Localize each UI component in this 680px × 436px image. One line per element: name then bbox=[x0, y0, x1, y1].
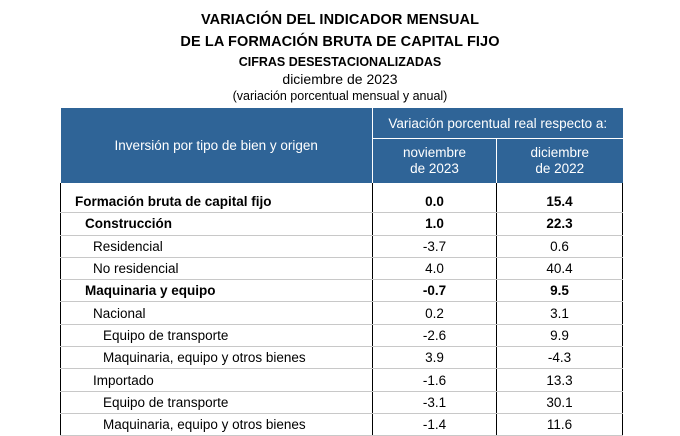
group-header: Variación porcentual real respecto a: bbox=[372, 108, 623, 139]
row-header: Inversión por tipo de bien y origen bbox=[60, 108, 373, 183]
value-prev-month: -2.6 bbox=[372, 324, 497, 348]
col-header-prev-year: diciembre de 2022 bbox=[496, 138, 623, 183]
subtitle: CIFRAS DESESTACIONALIZADAS bbox=[238, 55, 442, 69]
row-label: Maquinaria, equipo y otros bienes bbox=[60, 413, 373, 436]
row-label: Maquinaria, equipo y otros bienes bbox=[60, 346, 373, 370]
row-label: Nacional bbox=[60, 301, 373, 325]
table-row: Maquinaria, equipo y otros bienes 3.9 -4.3 bbox=[60, 346, 623, 370]
units-note: (variación porcentual mensual y anual) bbox=[232, 89, 448, 103]
value-prev-year: 40.4 bbox=[496, 257, 623, 281]
row-label: Equipo de transporte bbox=[60, 324, 373, 348]
value-prev-month: -3.7 bbox=[372, 235, 497, 258]
value-prev-month: 1.0 bbox=[372, 212, 497, 236]
period: diciembre de 2023 bbox=[282, 71, 398, 87]
value-prev-year: 11.6 bbox=[496, 413, 623, 436]
value-prev-year: 30.1 bbox=[496, 391, 623, 414]
row-label: Formación bruta de capital fijo bbox=[60, 191, 373, 214]
table-row: Residencial -3.7 0.6 bbox=[60, 235, 623, 258]
value-prev-month: -1.4 bbox=[372, 413, 497, 436]
row-label: Residencial bbox=[60, 235, 373, 258]
table-row: Formación bruta de capital fijo 0.0 15.4 bbox=[60, 191, 623, 214]
value-prev-year: 3.1 bbox=[496, 301, 623, 325]
value-prev-year: 9.9 bbox=[496, 324, 623, 348]
table-row: No residencial 4.0 40.4 bbox=[60, 257, 623, 281]
value-prev-year: 9.5 bbox=[496, 279, 623, 303]
data-table: Inversión por tipo de bien y origen Vari… bbox=[60, 108, 623, 436]
table-row: Equipo de transporte -3.1 30.1 bbox=[60, 391, 623, 414]
value-prev-month: 0.2 bbox=[372, 301, 497, 325]
value-prev-year: 0.6 bbox=[496, 235, 623, 258]
value-prev-month: 0.0 bbox=[372, 191, 497, 214]
row-label: Maquinaria y equipo bbox=[60, 279, 373, 303]
value-prev-year: 22.3 bbox=[496, 212, 623, 236]
table-row: Maquinaria, equipo y otros bienes -1.4 11.… bbox=[60, 413, 623, 436]
table-row: Importado -1.6 13.3 bbox=[60, 368, 623, 392]
title-line-2: DE LA FORMACIÓN BRUTA DE CAPITAL FIJO bbox=[180, 34, 500, 50]
col-header-prev-month: noviembre de 2023 bbox=[372, 138, 497, 183]
row-label: Construcción bbox=[60, 212, 373, 236]
value-prev-month: -0.7 bbox=[372, 279, 497, 303]
value-prev-month: -3.1 bbox=[372, 391, 497, 414]
row-label: No residencial bbox=[60, 257, 373, 281]
title-line-1: VARIACIÓN DEL INDICADOR MENSUAL bbox=[200, 12, 480, 28]
value-prev-year: 13.3 bbox=[496, 368, 623, 392]
row-label: Equipo de transporte bbox=[60, 391, 373, 414]
value-prev-month: 4.0 bbox=[372, 257, 497, 281]
row-label: Importado bbox=[60, 368, 373, 392]
table-row: Construcción 1.0 22.3 bbox=[60, 212, 623, 236]
table-row: Nacional 0.2 3.1 bbox=[60, 301, 623, 325]
value-prev-year: -4.3 bbox=[496, 346, 623, 370]
table-row: Equipo de transporte -2.6 9.9 bbox=[60, 324, 623, 348]
value-prev-month: 3.9 bbox=[372, 346, 497, 370]
value-prev-year: 15.4 bbox=[496, 191, 623, 214]
value-prev-month: -1.6 bbox=[372, 368, 497, 392]
table-row: Maquinaria y equipo -0.7 9.5 bbox=[60, 279, 623, 303]
